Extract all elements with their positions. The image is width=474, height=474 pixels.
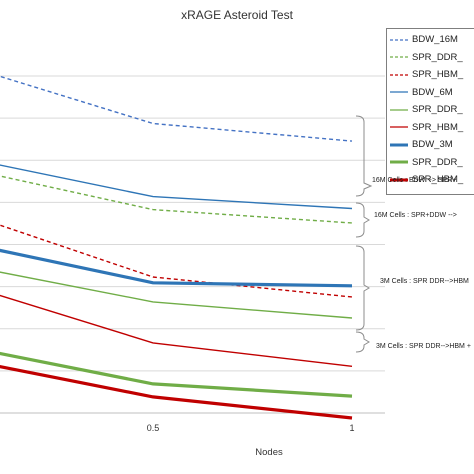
legend-label: SPR_HBM_ [412,69,464,80]
legend-label: SPR_DDR_ [412,51,463,63]
annotation-bracket [355,115,373,197]
series-line-bdw-6m-3 [0,164,353,210]
series-line-spr-ddr--1 [0,175,353,224]
annotation-3m-ddr-hbm: 3M Cells : SPR DDR-->HBM [380,278,469,285]
gridlines [0,75,385,372]
legend-swatch [390,126,408,128]
legend-item: SPR_DDR_ [387,51,463,64]
legend-item: SPR_HBM_ [387,121,463,134]
legend-item: BDW_16M [387,33,458,46]
chart-title: xRAGE Asteroid Test [181,8,293,22]
legend-item: BDW_3M [387,138,453,151]
annotation-bracket [355,331,370,353]
series-layer [0,75,353,420]
series-line-spr-hbm--2 [0,224,353,298]
annotation-brackets [355,115,373,353]
series-line-spr-ddr--4 [0,271,353,319]
annotation-3m-ddr-hbm-plus: 3M Cells : SPR DDR-->HBM + [376,343,471,350]
legend-label: SPR_DDR_ [412,104,463,115]
series-line-bdw-16m-0 [0,75,353,142]
x-tick-label: 0.5 [146,423,160,433]
legend-label: BDW_16M [412,34,458,45]
annotation-16m-spr-ddw: 16M Cells : SPR+DDW --> [374,212,457,219]
annotation-bracket [355,202,370,238]
legend-swatch [390,38,408,41]
legend-label: SPR_DDR_ [412,156,463,168]
series-line-spr-ddr--7 [0,351,353,398]
legend-swatch [390,143,408,146]
annotation-16m-bdw-spr: 16M Cells : BDW --> SPR+ [372,177,457,184]
legend-swatch [390,91,408,93]
legend-swatch [390,108,408,111]
annotation-bracket [355,245,370,331]
legend-item: SPR_HBM_ [387,68,463,81]
legend-label: BDW_3M [412,139,453,150]
x-axis-title: Nodes [255,447,283,458]
series-line-spr-hbm--5 [0,294,353,367]
legend-item: SPR_DDR_ [387,156,463,169]
series-line-spr-hbm--8 [0,364,353,420]
legend-swatch [390,160,408,164]
legend-item: BDW_6M [387,86,453,99]
legend-label: SPR_HBM_ [412,121,464,133]
legend-swatch [390,73,408,76]
x-tick-label: 1 [349,423,355,433]
legend-label: SPR_HBM_ [412,174,464,185]
legend-item: SPR_DDR_ [387,103,463,116]
legend-label: BDW_6M [412,86,453,98]
legend-swatch [390,178,408,181]
legend-item: SPR_HBM_ [387,173,463,186]
legend-swatch [390,56,408,58]
legend: BDW_16M SPR_DDR_ SPR_HBM_ BDW_6M SPR_DDR_ SPR… [386,28,474,195]
series-line-bdw-3m-6 [0,248,353,288]
